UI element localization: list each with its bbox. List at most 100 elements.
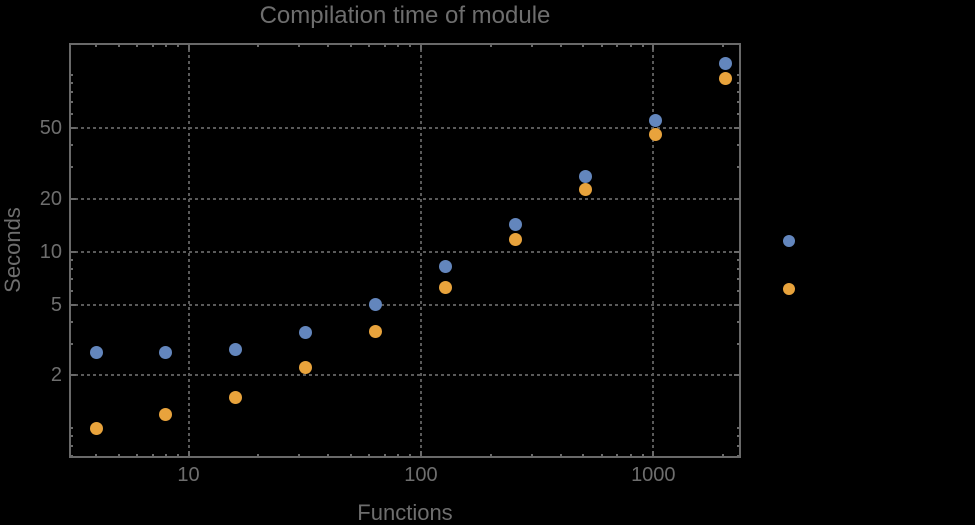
y-major-tick (69, 374, 76, 377)
x-minor-tick (600, 454, 603, 458)
y-minor-tick (69, 278, 73, 281)
frame-left (69, 43, 71, 458)
x-minor-tick-top (164, 43, 167, 47)
frame-bottom (69, 456, 741, 458)
gridline-y-20 (69, 197, 741, 200)
y-minor-tick-right (737, 258, 741, 261)
gridline-y-50 (69, 127, 741, 130)
y-major-tick (69, 197, 76, 200)
data-point-series1-x4 (89, 345, 103, 359)
y-tick-label-5: 5 (50, 293, 62, 316)
frame-top (69, 43, 741, 45)
y-minor-tick-right (737, 343, 741, 346)
data-point-series2-x1024 (649, 128, 663, 142)
data-point-series1-x64 (369, 298, 383, 312)
y-major-tick-right (734, 250, 741, 253)
x-minor-tick (151, 454, 154, 458)
data-point-series1-x256 (509, 217, 523, 231)
data-point-series2-x16 (229, 390, 243, 404)
y-minor-tick (69, 343, 73, 346)
x-minor-tick-top (641, 43, 644, 47)
x-minor-tick (722, 454, 725, 458)
x-minor-tick (489, 454, 492, 458)
gridline-y-10 (69, 250, 741, 253)
data-point-series2-x2048 (719, 71, 733, 85)
x-minor-tick-top (117, 43, 120, 47)
x-minor-tick-top (349, 43, 352, 47)
x-minor-tick-top (368, 43, 371, 47)
y-major-tick-right (734, 127, 741, 130)
y-minor-tick (69, 166, 73, 169)
plot-area (69, 43, 741, 458)
y-minor-tick-right (737, 435, 741, 438)
x-minor-tick (530, 454, 533, 458)
y-minor-tick (69, 454, 73, 457)
y-minor-tick (69, 444, 73, 447)
y-minor-tick-right (737, 267, 741, 270)
data-point-series1-x16 (229, 342, 243, 356)
x-minor-tick-top (629, 43, 632, 47)
data-point-series2-x8 (159, 407, 173, 421)
chart-title: Compilation time of module (259, 2, 551, 29)
y-tick-label-10: 10 (39, 240, 62, 263)
x-major-tick-top (652, 43, 655, 50)
frame-right (739, 43, 741, 458)
x-minor-tick-top (559, 43, 562, 47)
x-minor-tick-top (409, 43, 412, 47)
x-major-tick-top (419, 43, 422, 50)
x-minor-tick-top (582, 43, 585, 47)
x-minor-tick-top (397, 43, 400, 47)
x-axis-label: Functions (357, 500, 453, 525)
data-point-series1-x128 (439, 260, 453, 274)
y-minor-tick-right (737, 321, 741, 324)
x-minor-tick (368, 454, 371, 458)
y-minor-tick (69, 267, 73, 270)
x-major-tick (187, 451, 190, 458)
y-minor-tick-right (737, 454, 741, 457)
x-minor-tick (641, 454, 644, 458)
y-minor-tick (69, 321, 73, 324)
data-point-series2-x4 (89, 421, 103, 435)
y-minor-tick (69, 144, 73, 147)
y-minor-tick-right (737, 101, 741, 104)
x-minor-tick-top (600, 43, 603, 47)
data-point-series1-x8 (159, 345, 173, 359)
x-tick-label-100: 100 (404, 464, 438, 486)
x-minor-tick-top (135, 43, 138, 47)
gridline-x-10 (187, 43, 190, 458)
data-point-series2-x32 (299, 361, 313, 375)
y-minor-tick-right (737, 278, 741, 281)
x-minor-tick-top (151, 43, 154, 47)
y-tick-label-20: 20 (39, 187, 62, 210)
x-tick-label-10: 10 (177, 464, 200, 486)
x-major-tick (419, 451, 422, 458)
y-major-tick-right (734, 197, 741, 200)
y-major-tick (69, 127, 76, 130)
data-point-series2-x512 (579, 182, 593, 196)
y-minor-tick (69, 74, 73, 77)
x-minor-tick-top (327, 43, 330, 47)
y-major-tick (69, 303, 76, 306)
x-minor-tick-top (383, 43, 386, 47)
y-major-tick-right (734, 303, 741, 306)
x-minor-tick (117, 454, 120, 458)
gridline-x-1000 (652, 43, 655, 458)
y-minor-tick-right (737, 166, 741, 169)
y-minor-tick (69, 258, 73, 261)
data-point-series1-x2048 (719, 56, 733, 70)
y-minor-tick (69, 82, 73, 85)
x-minor-tick (383, 454, 386, 458)
x-minor-tick (616, 454, 619, 458)
data-point-series1-x512 (579, 170, 593, 184)
data-point-series2-x64 (369, 324, 383, 338)
gridline-y-2 (69, 374, 741, 377)
x-minor-tick (409, 454, 412, 458)
y-minor-tick-right (737, 91, 741, 94)
x-minor-tick (95, 454, 98, 458)
x-minor-tick (397, 454, 400, 458)
x-minor-tick-top (616, 43, 619, 47)
y-minor-tick (69, 435, 73, 438)
x-major-tick-top (187, 43, 190, 50)
x-minor-tick-top (722, 43, 725, 47)
